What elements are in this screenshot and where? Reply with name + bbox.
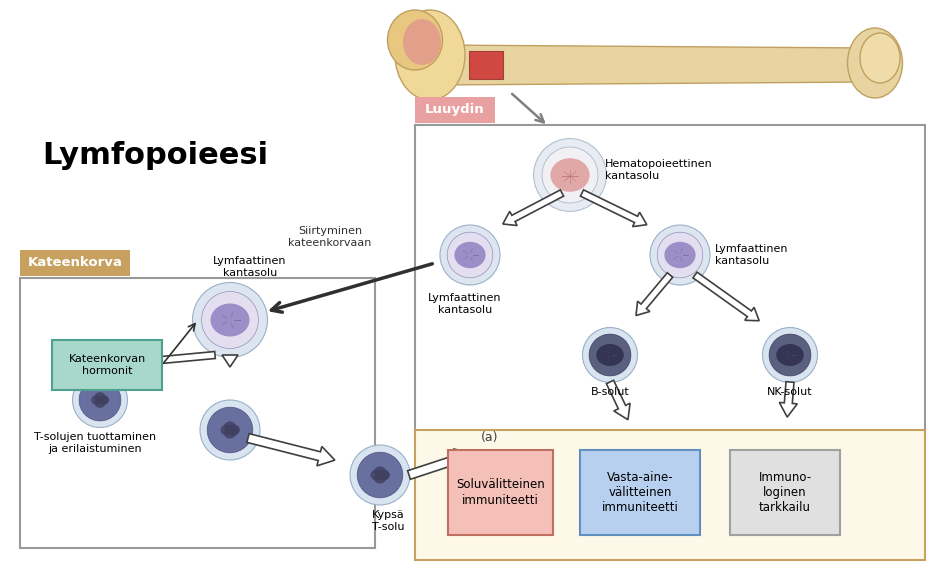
Ellipse shape bbox=[378, 470, 389, 481]
Text: Kateenkorva: Kateenkorva bbox=[27, 256, 123, 269]
Ellipse shape bbox=[374, 473, 386, 483]
Ellipse shape bbox=[200, 400, 260, 460]
Ellipse shape bbox=[447, 232, 492, 278]
FancyArrow shape bbox=[222, 355, 238, 367]
FancyArrow shape bbox=[779, 382, 797, 417]
FancyArrow shape bbox=[408, 449, 474, 479]
Ellipse shape bbox=[220, 424, 233, 435]
FancyArrow shape bbox=[136, 351, 216, 369]
Ellipse shape bbox=[207, 407, 253, 453]
Text: Lymfaattinen
kantasolu: Lymfaattinen kantasolu bbox=[715, 244, 789, 266]
Ellipse shape bbox=[224, 422, 236, 432]
Ellipse shape bbox=[658, 232, 703, 278]
FancyArrow shape bbox=[693, 272, 759, 321]
FancyBboxPatch shape bbox=[415, 430, 925, 560]
Text: Immuno-
loginen
tarkkailu: Immuno- loginen tarkkailu bbox=[759, 471, 811, 514]
FancyArrow shape bbox=[503, 190, 564, 226]
Ellipse shape bbox=[210, 303, 250, 336]
Ellipse shape bbox=[98, 395, 109, 405]
Ellipse shape bbox=[72, 372, 128, 427]
Ellipse shape bbox=[664, 242, 696, 268]
Text: NK-solut: NK-solut bbox=[767, 387, 813, 397]
Ellipse shape bbox=[228, 424, 239, 435]
Ellipse shape bbox=[440, 225, 500, 285]
Text: Kateenkorvan
hormonit: Kateenkorvan hormonit bbox=[68, 354, 145, 376]
Ellipse shape bbox=[534, 138, 606, 211]
Ellipse shape bbox=[763, 328, 818, 383]
Ellipse shape bbox=[597, 344, 624, 366]
Ellipse shape bbox=[228, 424, 239, 435]
Ellipse shape bbox=[357, 452, 402, 498]
Ellipse shape bbox=[95, 398, 105, 408]
Ellipse shape bbox=[403, 19, 441, 65]
FancyBboxPatch shape bbox=[20, 250, 130, 276]
Text: Lymfaattinen
kantasolu: Lymfaattinen kantasolu bbox=[429, 293, 502, 314]
Ellipse shape bbox=[582, 328, 638, 383]
Ellipse shape bbox=[551, 158, 590, 192]
Ellipse shape bbox=[777, 344, 804, 366]
Ellipse shape bbox=[98, 395, 109, 405]
Polygon shape bbox=[435, 45, 870, 85]
Ellipse shape bbox=[848, 28, 902, 98]
Text: Siirtyminen
kateenkorvaan: Siirtyminen kateenkorvaan bbox=[288, 226, 371, 248]
Text: Lymfaattinen
kantasolu: Lymfaattinen kantasolu bbox=[213, 256, 287, 278]
FancyArrow shape bbox=[636, 273, 673, 316]
FancyBboxPatch shape bbox=[415, 97, 495, 123]
FancyBboxPatch shape bbox=[448, 450, 553, 535]
Text: Kypsä
T-solu: Kypsä T-solu bbox=[371, 510, 404, 532]
Ellipse shape bbox=[374, 466, 386, 477]
Ellipse shape bbox=[224, 428, 236, 439]
Text: Luuydin: Luuydin bbox=[425, 104, 485, 116]
Ellipse shape bbox=[378, 470, 389, 481]
Ellipse shape bbox=[95, 392, 105, 402]
Ellipse shape bbox=[650, 225, 710, 285]
FancyBboxPatch shape bbox=[52, 340, 162, 390]
Text: T-solujen tuottaminen
ja erilaistuminen: T-solujen tuottaminen ja erilaistuminen bbox=[34, 432, 156, 453]
Ellipse shape bbox=[454, 242, 486, 268]
Ellipse shape bbox=[542, 147, 598, 203]
Ellipse shape bbox=[91, 395, 102, 405]
Text: (a): (a) bbox=[481, 431, 499, 444]
Ellipse shape bbox=[769, 334, 810, 376]
Text: Soluvälitteinen
immuniteetti: Soluvälitteinen immuniteetti bbox=[456, 478, 545, 507]
FancyBboxPatch shape bbox=[730, 450, 840, 535]
Text: Hematopoieettinen
kantasolu: Hematopoieettinen kantasolu bbox=[605, 159, 713, 181]
FancyBboxPatch shape bbox=[469, 51, 503, 79]
Ellipse shape bbox=[192, 283, 267, 357]
FancyArrow shape bbox=[606, 380, 630, 420]
Ellipse shape bbox=[395, 10, 465, 100]
Ellipse shape bbox=[371, 470, 383, 481]
FancyBboxPatch shape bbox=[20, 278, 375, 548]
Ellipse shape bbox=[350, 445, 410, 505]
Ellipse shape bbox=[860, 33, 900, 83]
Text: B-solut: B-solut bbox=[591, 387, 629, 397]
Text: Lymfopoieesi: Lymfopoieesi bbox=[42, 141, 268, 170]
FancyBboxPatch shape bbox=[580, 450, 700, 535]
Ellipse shape bbox=[79, 379, 121, 421]
Ellipse shape bbox=[387, 10, 443, 70]
FancyArrow shape bbox=[247, 434, 335, 466]
Ellipse shape bbox=[589, 334, 631, 376]
Ellipse shape bbox=[202, 291, 259, 349]
FancyArrow shape bbox=[581, 190, 647, 226]
FancyBboxPatch shape bbox=[415, 125, 925, 435]
Text: Vasta-aine-
välitteinen
immuniteetti: Vasta-aine- välitteinen immuniteetti bbox=[601, 471, 678, 514]
